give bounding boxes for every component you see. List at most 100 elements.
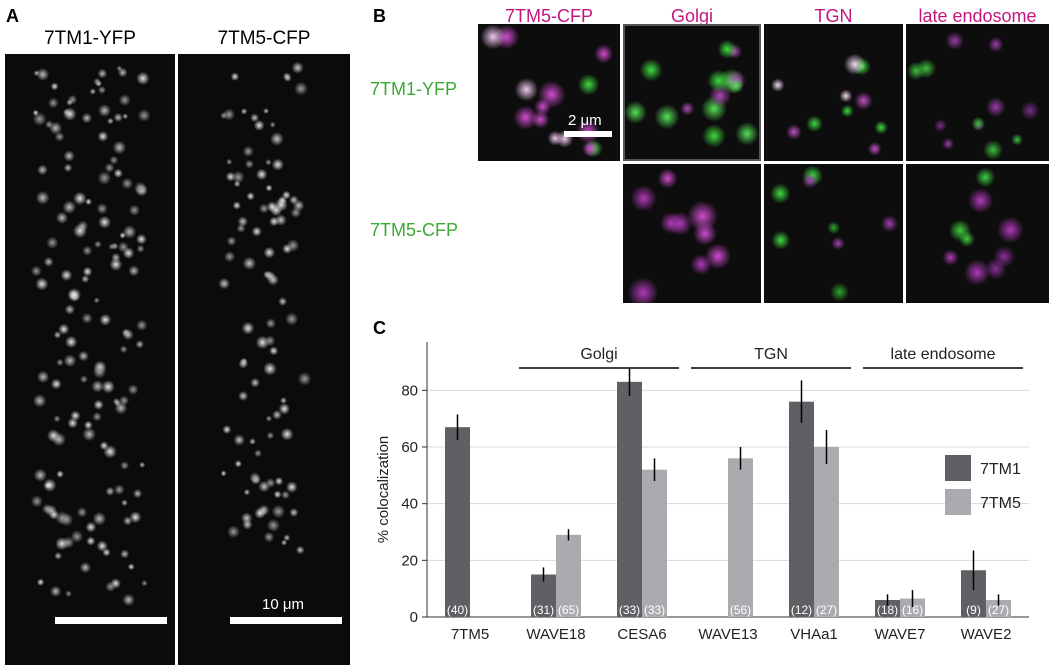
punctum (295, 545, 305, 555)
punctum (107, 117, 114, 125)
punctum (263, 531, 275, 543)
count-label: (9) (966, 603, 981, 617)
punctum (50, 585, 62, 597)
punctum (136, 233, 147, 245)
punctum (233, 180, 241, 188)
bar-7tm5-wave7 (900, 598, 925, 617)
punctum (231, 170, 245, 184)
punctum (278, 297, 288, 306)
punctum (218, 277, 230, 290)
punctum (237, 216, 249, 227)
punctum (285, 312, 299, 326)
punctum (73, 191, 87, 206)
punctum (654, 104, 680, 130)
row-label-7tm5-cfp: 7TM5-CFP (370, 220, 459, 240)
punctum (242, 256, 256, 270)
punctum (265, 318, 276, 329)
punctum (802, 172, 818, 189)
punctum (916, 58, 937, 79)
punctum (98, 104, 111, 117)
punctum (280, 427, 294, 441)
punctum (547, 130, 563, 146)
punctum (246, 192, 255, 201)
punctum (70, 530, 84, 543)
punctum (840, 104, 854, 118)
punctum (52, 432, 66, 447)
punctum (251, 226, 262, 237)
punctum (281, 490, 290, 500)
punctum (291, 61, 304, 74)
punctum (93, 399, 104, 410)
y-tick-label: 80 (401, 382, 418, 399)
punctum (827, 221, 841, 235)
punctum (101, 380, 115, 394)
punctum (594, 44, 614, 64)
punctum (86, 536, 96, 546)
punctum (76, 507, 88, 518)
punctum (81, 112, 93, 124)
punctum (65, 590, 72, 597)
punctum (241, 321, 255, 335)
punctum (249, 472, 261, 484)
punctum (99, 313, 112, 326)
punctum (253, 119, 265, 131)
punctum (83, 420, 93, 430)
punctum (242, 145, 254, 157)
punctum (119, 345, 128, 354)
y-axis-label: % colocalization (375, 436, 392, 544)
punctum (707, 69, 730, 92)
group-label: Golgi (580, 346, 617, 363)
punctum (65, 335, 78, 349)
punctum (266, 518, 280, 532)
punctum (92, 411, 102, 422)
punctum (968, 188, 994, 214)
punctum (278, 403, 291, 415)
punctum (240, 108, 248, 115)
punctum (771, 230, 791, 250)
punctum (623, 100, 647, 124)
punctum (249, 438, 256, 445)
punctum (121, 499, 128, 507)
col-header-7tm5-cfp: 7TM5-CFP (504, 6, 593, 26)
punctum (297, 372, 312, 386)
punctum (104, 162, 115, 173)
punctum (109, 258, 123, 271)
punctum (105, 486, 115, 496)
punctum (280, 397, 287, 404)
punctum (271, 504, 286, 519)
bar-7tm5-wave13 (728, 458, 753, 617)
y-tick-label: 40 (401, 496, 418, 513)
punctum (127, 563, 135, 571)
punctum (119, 232, 126, 239)
punctum (129, 511, 142, 524)
micrograph-r2-late-endosome (906, 164, 1049, 303)
punctum (831, 236, 845, 251)
punctum (117, 67, 128, 78)
punctum (120, 461, 129, 470)
punctum (250, 113, 260, 123)
punctum (265, 415, 273, 422)
punctum (687, 200, 719, 232)
punctum (67, 417, 79, 429)
punctum (270, 204, 283, 217)
punctum (93, 297, 100, 304)
punctum (79, 562, 91, 574)
punctum (224, 251, 236, 263)
punctum (97, 68, 108, 79)
punctum (959, 231, 975, 247)
punctum (127, 384, 139, 395)
bar-7tm5-cesa6 (642, 469, 667, 617)
punctum (81, 274, 90, 284)
punctum (97, 85, 107, 95)
punctum (55, 211, 69, 224)
punctum (717, 39, 737, 59)
micrograph-7tm1-yfp (5, 54, 175, 665)
x-tick-label: VHAa1 (790, 626, 838, 643)
group-label: TGN (754, 346, 788, 363)
punctum (135, 340, 144, 349)
punctum (238, 390, 249, 402)
scale-label-2um: 2 μm (568, 112, 602, 129)
micrograph-r1-tgn (764, 24, 903, 161)
punctum (60, 269, 73, 282)
punctum (121, 177, 134, 190)
